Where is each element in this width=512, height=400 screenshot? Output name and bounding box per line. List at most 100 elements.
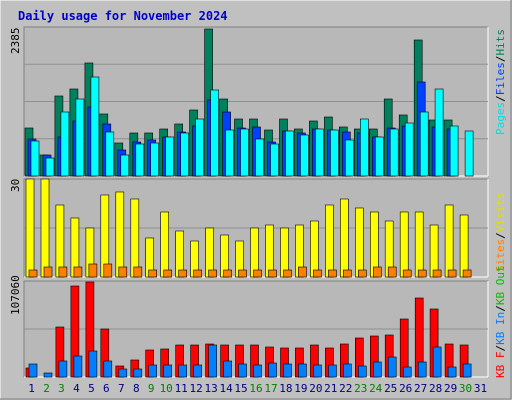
day-label-21: 21 bbox=[324, 382, 337, 395]
day-label-24: 24 bbox=[369, 382, 383, 395]
mid-sites-bar-4 bbox=[73, 266, 83, 278]
day-labels: 1 2 3 4 5 6 7 8 9 10 11 12 13 14 15 16 17 18 19 20 21 22 23 24 2… bbox=[28, 382, 487, 395]
top-pages-bar-4 bbox=[75, 98, 85, 177]
bot-kb-in-bar-20 bbox=[313, 364, 322, 378]
top-pages-bar-1 bbox=[30, 140, 40, 177]
mid-sites-bar-3 bbox=[58, 266, 68, 278]
top-pages-bar-21 bbox=[330, 129, 339, 177]
mid-visits-bar-17 bbox=[265, 224, 274, 278]
bot-kb-in-bar-14 bbox=[223, 360, 232, 378]
top-pages-bar-24 bbox=[374, 136, 384, 177]
day-label-7: 7 bbox=[118, 382, 125, 395]
top-pages-bar-27 bbox=[419, 111, 429, 177]
bot-kb-in-bar-26 bbox=[402, 366, 412, 378]
day-label-10: 10 bbox=[160, 382, 173, 395]
top-pages-bar-20 bbox=[315, 128, 324, 177]
top-pages-bar-23 bbox=[359, 118, 369, 177]
day-label-19: 19 bbox=[294, 382, 307, 395]
top-pages-bar-30 bbox=[464, 130, 474, 177]
bot-kb-in-bar-10 bbox=[163, 364, 172, 378]
day-label-13: 13 bbox=[204, 382, 217, 395]
kbytes-panel bbox=[23, 280, 489, 378]
top-pages-bar-8 bbox=[135, 143, 145, 177]
mid-visits-bar-21 bbox=[325, 204, 334, 278]
top-pages-bar-19 bbox=[300, 134, 309, 177]
mid-ymax-label: 30 bbox=[9, 179, 22, 192]
legend-pages: Pages/Files/Hits bbox=[494, 29, 507, 135]
mid-sites-bar-1 bbox=[28, 269, 38, 278]
mid-sites-bar-6 bbox=[103, 263, 113, 278]
top-pages-bar-14 bbox=[225, 129, 234, 177]
bot-kb-in-bar-17 bbox=[268, 362, 277, 378]
bot-kb-in-bar-9 bbox=[148, 364, 157, 378]
bot-kb-in-bar-23 bbox=[357, 365, 367, 378]
mid-sites-bar-28 bbox=[432, 269, 442, 278]
mid-visits-bar-23 bbox=[354, 207, 364, 278]
mid-sites-bar-17 bbox=[268, 269, 277, 278]
bot-ymax-label: 107060 bbox=[9, 275, 22, 315]
top-pages-bar-7 bbox=[120, 154, 130, 177]
top-pages-bar-26 bbox=[404, 122, 414, 177]
bot-kb-in-bar-2 bbox=[43, 372, 53, 378]
visits-sites-panel bbox=[23, 178, 489, 278]
bot-kb-in-bar-15 bbox=[238, 363, 247, 378]
bot-kb-in-bar-6 bbox=[103, 360, 113, 378]
bot-kb-in-bar-18 bbox=[283, 363, 292, 378]
mid-sites-bar-21 bbox=[328, 269, 337, 278]
day-label-23: 23 bbox=[354, 382, 367, 395]
day-label-1: 1 bbox=[28, 382, 35, 395]
mid-visits-bar-8 bbox=[130, 198, 140, 278]
top-pages-bar-16 bbox=[255, 138, 264, 177]
mid-sites-bar-18 bbox=[283, 269, 292, 278]
day-label-16: 16 bbox=[249, 382, 262, 395]
top-pages-bar-10 bbox=[165, 136, 174, 177]
mid-sites-bar-29 bbox=[447, 269, 457, 278]
top-pages-bar-15 bbox=[240, 128, 249, 177]
mid-visits-bar-29 bbox=[444, 204, 454, 278]
day-label-2: 2 bbox=[43, 382, 50, 395]
mid-sites-bar-12 bbox=[193, 269, 202, 278]
bot-kb-in-bar-11 bbox=[178, 364, 187, 378]
day-label-18: 18 bbox=[279, 382, 292, 395]
bot-kb-in-bar-30 bbox=[462, 363, 472, 378]
mid-visits-bar-10 bbox=[160, 211, 169, 278]
day-label-30: 30 bbox=[459, 382, 472, 395]
mid-visits-bar-20 bbox=[310, 220, 319, 278]
day-label-6: 6 bbox=[103, 382, 110, 395]
mid-visits-bar-7 bbox=[115, 191, 125, 278]
top-pages-bar-28 bbox=[434, 88, 444, 177]
bot-kb-in-bar-7 bbox=[118, 368, 128, 378]
mid-sites-bar-30 bbox=[462, 269, 472, 278]
mid-sites-bar-10 bbox=[163, 269, 172, 278]
top-ymax-label: 2385 bbox=[9, 28, 22, 55]
mid-sites-bar-26 bbox=[402, 269, 412, 278]
top-pages-bar-2 bbox=[45, 157, 55, 177]
bot-kb-in-bar-1 bbox=[28, 363, 38, 378]
mid-visits-bar-27 bbox=[414, 211, 424, 278]
mid-visits-bar-28 bbox=[429, 224, 439, 278]
day-label-29: 29 bbox=[444, 382, 457, 395]
bot-kb-in-bar-28 bbox=[432, 346, 442, 378]
day-label-11: 11 bbox=[175, 382, 188, 395]
top-pages-bar-12 bbox=[195, 118, 204, 177]
bot-kb-in-bar-19 bbox=[298, 363, 307, 378]
top-pages-bar-3 bbox=[60, 111, 70, 177]
top-pages-bar-18 bbox=[285, 130, 294, 177]
mid-sites-bar-13 bbox=[208, 269, 217, 278]
bot-kb-in-bar-4 bbox=[73, 355, 83, 378]
day-label-27: 27 bbox=[414, 382, 427, 395]
day-label-20: 20 bbox=[309, 382, 322, 395]
mid-visits-bar-22 bbox=[339, 198, 349, 278]
bot-kb-in-bar-24 bbox=[372, 361, 382, 378]
mid-sites-bar-5 bbox=[88, 263, 98, 278]
mid-sites-bar-22 bbox=[342, 269, 352, 278]
bot-kb-in-bar-29 bbox=[447, 366, 457, 378]
mid-sites-bar-27 bbox=[417, 269, 427, 278]
top-pages-bar-9 bbox=[150, 142, 159, 177]
mid-visits-bar-18 bbox=[280, 227, 289, 278]
day-label-28: 28 bbox=[429, 382, 442, 395]
mid-sites-bar-2 bbox=[43, 266, 53, 278]
mid-visits-bar-26 bbox=[399, 211, 409, 278]
day-label-15: 15 bbox=[234, 382, 247, 395]
